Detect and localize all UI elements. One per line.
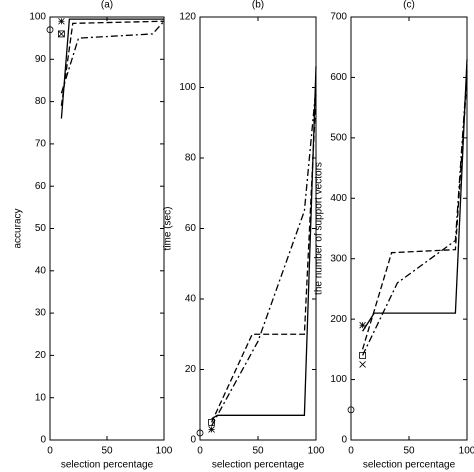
y-tick-label: 60 xyxy=(185,223,197,234)
y-tick-label: 100 xyxy=(179,82,196,93)
y-tick-label: 90 xyxy=(35,54,47,65)
y-tick-label: 0 xyxy=(190,435,196,446)
data-line xyxy=(211,66,317,420)
y-tick-label: 40 xyxy=(35,265,47,276)
marker xyxy=(359,361,366,368)
x-tick-label: 100 xyxy=(156,446,173,457)
y-tick-label: 300 xyxy=(330,253,347,264)
y-axis-label: the number of support vectors xyxy=(314,162,325,295)
data-line xyxy=(60,18,164,119)
x-tick-label: 100 xyxy=(459,446,474,457)
y-tick-label: 200 xyxy=(330,314,347,325)
y-tick-label: 30 xyxy=(35,308,47,319)
marker xyxy=(196,429,204,437)
marker-stroke xyxy=(359,361,366,368)
y-tick-label: 600 xyxy=(330,72,347,83)
marker-box xyxy=(58,30,65,38)
y-tick-label: 100 xyxy=(29,12,46,23)
marker-circle xyxy=(196,429,204,437)
x-axis-label: selection percentage xyxy=(61,460,154,471)
x-tick-label: 50 xyxy=(403,446,415,457)
data-line xyxy=(60,20,165,106)
x-tick-label: 50 xyxy=(101,446,113,457)
plot-frame xyxy=(350,16,468,441)
data-line xyxy=(60,20,165,94)
marker-circle xyxy=(46,26,54,34)
y-tick-label: 70 xyxy=(35,139,47,150)
x-axis-label: selection percentage xyxy=(363,460,456,471)
y-tick-label: 700 xyxy=(330,12,347,23)
y-tick-label: 10 xyxy=(35,392,47,403)
marker xyxy=(208,418,216,426)
y-axis-label: time (sec) xyxy=(163,207,174,251)
marker xyxy=(46,26,54,34)
marker xyxy=(347,406,355,414)
y-tick-label: 400 xyxy=(330,193,347,204)
y-tick-label: 40 xyxy=(185,294,197,305)
x-tick-label: 50 xyxy=(252,446,264,457)
y-tick-label: 50 xyxy=(35,223,47,234)
y-tick-label: 500 xyxy=(330,132,347,143)
x-tick-label: 100 xyxy=(308,446,325,457)
x-axis-label: selection percentage xyxy=(212,460,305,471)
y-tick-label: 20 xyxy=(35,350,47,361)
y-tick-label: 100 xyxy=(330,374,347,385)
marker-circle xyxy=(347,406,355,414)
marker xyxy=(58,30,65,38)
marker-box xyxy=(208,418,216,426)
x-tick-label: 0 xyxy=(348,446,354,457)
y-tick-label: 20 xyxy=(185,364,197,375)
y-axis-label: accuracy xyxy=(13,208,24,248)
data-line xyxy=(362,59,468,332)
panel-title: (b) xyxy=(252,0,264,11)
marker xyxy=(359,321,366,329)
y-tick-label: 80 xyxy=(185,153,197,164)
marker-stroke xyxy=(58,30,65,38)
data-line xyxy=(211,87,317,427)
marker xyxy=(359,351,367,359)
data-line xyxy=(361,77,468,350)
data-line xyxy=(211,94,317,423)
marker-box xyxy=(359,351,367,359)
y-tick-label: 60 xyxy=(35,181,47,192)
y-tick-label: 0 xyxy=(40,435,46,446)
data-line xyxy=(362,71,468,356)
y-tick-label: 120 xyxy=(179,12,196,23)
marker xyxy=(58,17,65,25)
x-tick-label: 0 xyxy=(47,446,53,457)
panel-title: (a) xyxy=(101,0,113,11)
x-tick-label: 0 xyxy=(197,446,203,457)
panel-title: (c) xyxy=(403,0,415,11)
y-tick-label: 80 xyxy=(35,96,47,107)
plot-frame xyxy=(49,16,165,441)
y-tick-label: 0 xyxy=(341,435,347,446)
marker xyxy=(208,426,215,433)
